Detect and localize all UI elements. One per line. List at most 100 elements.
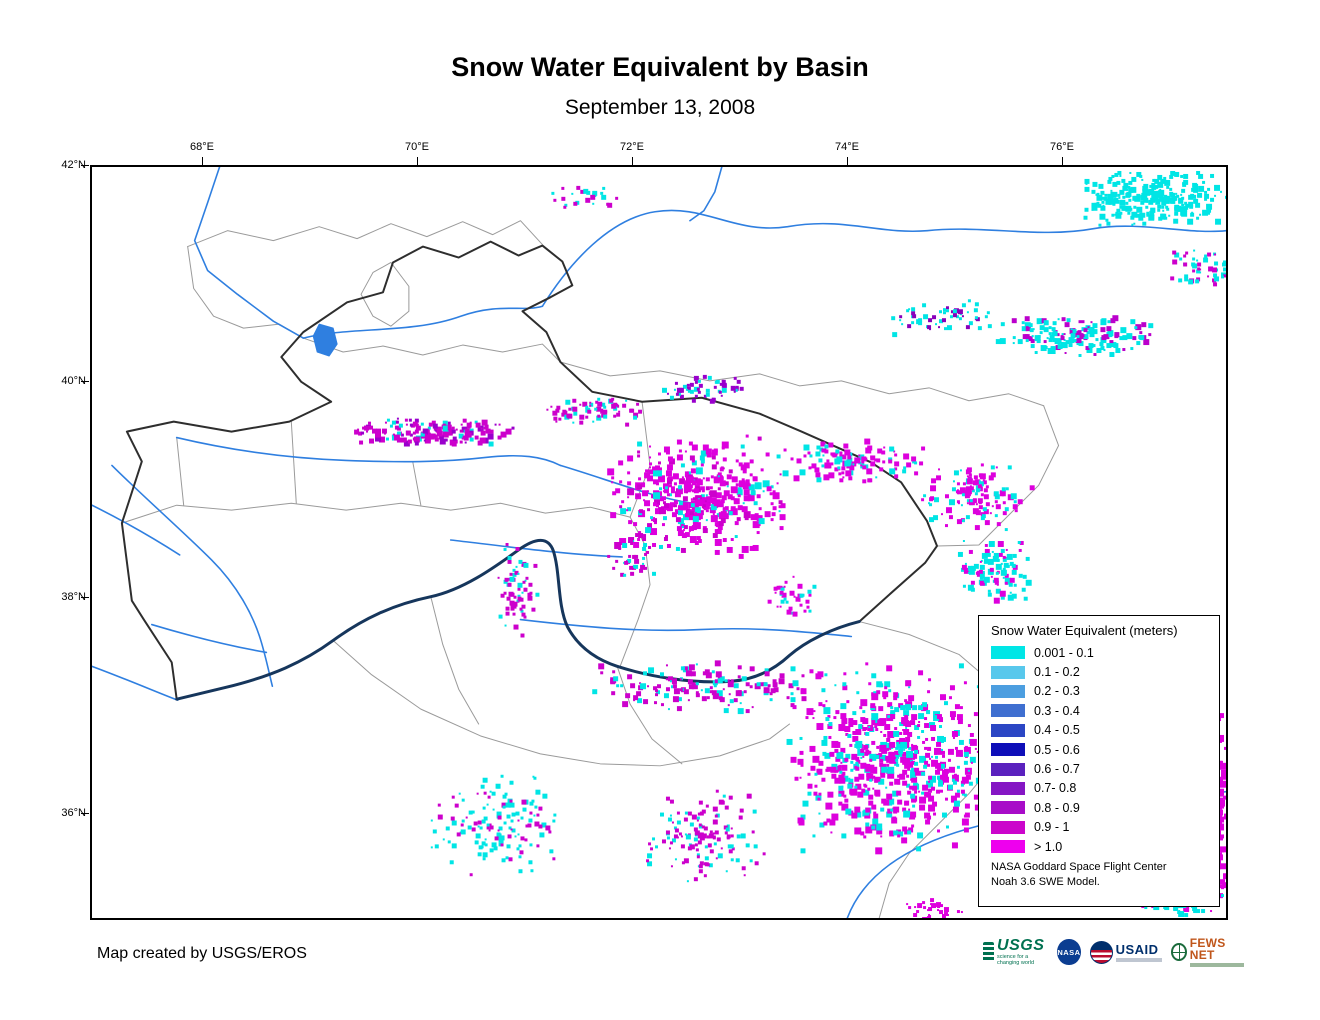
snow-pixel bbox=[705, 672, 712, 679]
snow-pixel bbox=[921, 704, 929, 712]
snow-pixel bbox=[947, 758, 951, 762]
snow-pixel bbox=[1190, 193, 1195, 198]
snow-pixel bbox=[697, 539, 702, 543]
snow-pixel bbox=[676, 820, 681, 825]
basin-boundary bbox=[360, 261, 410, 327]
snow-pixel bbox=[854, 827, 862, 835]
snow-pixel bbox=[967, 565, 973, 571]
snow-pixel bbox=[694, 830, 699, 835]
snow-pixel bbox=[1076, 338, 1082, 344]
snow-pixel bbox=[684, 811, 688, 815]
snow-pixel bbox=[723, 490, 730, 497]
snow-pixel bbox=[968, 473, 972, 477]
snow-pixel bbox=[649, 462, 653, 466]
legend-item-label: 0.2 - 0.3 bbox=[1034, 684, 1080, 699]
snow-pixel bbox=[735, 459, 739, 463]
snow-pixel bbox=[771, 512, 776, 517]
snow-pixel bbox=[959, 469, 962, 472]
snow-pixel bbox=[724, 506, 729, 511]
snow-pixel bbox=[928, 915, 932, 918]
snow-pixel bbox=[799, 750, 804, 755]
snow-pixel bbox=[1077, 333, 1084, 340]
snow-pixel bbox=[927, 746, 932, 751]
snow-pixel bbox=[925, 737, 929, 741]
snow-pixel bbox=[750, 514, 757, 521]
snow-pixel bbox=[1012, 553, 1017, 558]
snow-pixel bbox=[902, 780, 908, 786]
snow-pixel bbox=[717, 678, 723, 684]
snow-pixel bbox=[522, 580, 526, 584]
snow-pixel bbox=[1158, 182, 1163, 187]
snow-pixel bbox=[995, 588, 1001, 594]
snow-pixel bbox=[696, 853, 700, 857]
snow-pixel bbox=[404, 418, 408, 422]
snow-pixel bbox=[689, 455, 695, 461]
snow-pixel bbox=[1010, 493, 1017, 500]
snow-pixel bbox=[697, 812, 701, 816]
snow-pixel bbox=[872, 787, 875, 790]
snow-pixel bbox=[372, 428, 377, 434]
snow-pixel bbox=[1204, 190, 1208, 194]
snow-pixel bbox=[439, 438, 446, 445]
snow-pixel bbox=[639, 509, 644, 514]
snow-pixel bbox=[451, 441, 457, 447]
snow-pixel bbox=[1034, 351, 1038, 355]
snow-pixel bbox=[505, 428, 512, 435]
river bbox=[193, 167, 305, 339]
snow-pixel bbox=[821, 739, 828, 746]
snow-pixel bbox=[894, 750, 898, 754]
snow-pixel bbox=[713, 499, 721, 507]
snow-pixel bbox=[841, 771, 846, 776]
snow-pixel bbox=[688, 684, 694, 690]
snow-pixel bbox=[886, 811, 893, 818]
snow-pixel bbox=[1157, 204, 1162, 209]
snow-pixel bbox=[539, 832, 545, 838]
snow-pixel bbox=[715, 789, 719, 793]
snow-pixel bbox=[792, 611, 798, 617]
snow-pixel bbox=[528, 860, 533, 865]
snow-pixel bbox=[939, 725, 943, 729]
snow-pixel bbox=[505, 606, 510, 611]
snow-pixel bbox=[730, 679, 734, 683]
snow-pixel bbox=[809, 669, 814, 674]
snow-pixel bbox=[1060, 336, 1065, 341]
snow-pixel bbox=[442, 838, 445, 841]
snow-pixel bbox=[506, 596, 511, 601]
latitude-tick bbox=[81, 381, 89, 382]
snow-pixel bbox=[994, 494, 1000, 500]
snow-pixel bbox=[1116, 208, 1121, 213]
snow-pixel bbox=[1161, 193, 1164, 196]
snow-pixel bbox=[925, 752, 931, 758]
snow-pixel bbox=[610, 512, 617, 519]
snow-pixel bbox=[1208, 266, 1214, 272]
snow-pixel bbox=[840, 703, 847, 710]
snow-pixel bbox=[660, 703, 664, 707]
snow-pixel bbox=[765, 452, 770, 457]
snow-pixel bbox=[1040, 345, 1047, 352]
snow-pixel bbox=[1056, 342, 1059, 345]
snow-pixel bbox=[914, 761, 919, 766]
snow-pixel bbox=[558, 417, 562, 421]
snow-pixel bbox=[1110, 191, 1114, 195]
snow-pixel bbox=[990, 465, 995, 470]
snow-pixel bbox=[513, 624, 519, 630]
snow-pixel bbox=[585, 405, 589, 409]
snow-pixel bbox=[1146, 189, 1152, 195]
snow-pixel bbox=[1019, 541, 1024, 545]
legend-attribution-line2: Noah 3.6 SWE Model. bbox=[991, 875, 1100, 888]
basin-boundary bbox=[290, 421, 297, 504]
snow-pixel bbox=[1128, 198, 1132, 202]
snow-pixel bbox=[611, 691, 616, 696]
snow-pixel bbox=[481, 841, 486, 846]
snow-pixel bbox=[1223, 274, 1226, 278]
legend-item: 0.9 - 1 bbox=[991, 818, 1209, 837]
snow-pixel bbox=[1157, 208, 1161, 212]
basin-boundary bbox=[412, 461, 422, 506]
snow-pixel bbox=[749, 859, 753, 863]
snow-pixel bbox=[681, 533, 687, 539]
snow-pixel bbox=[944, 797, 948, 801]
snow-pixel bbox=[1002, 511, 1007, 516]
snow-pixel bbox=[1078, 341, 1084, 347]
snow-pixel bbox=[1197, 192, 1203, 198]
snow-pixel bbox=[1218, 884, 1223, 889]
